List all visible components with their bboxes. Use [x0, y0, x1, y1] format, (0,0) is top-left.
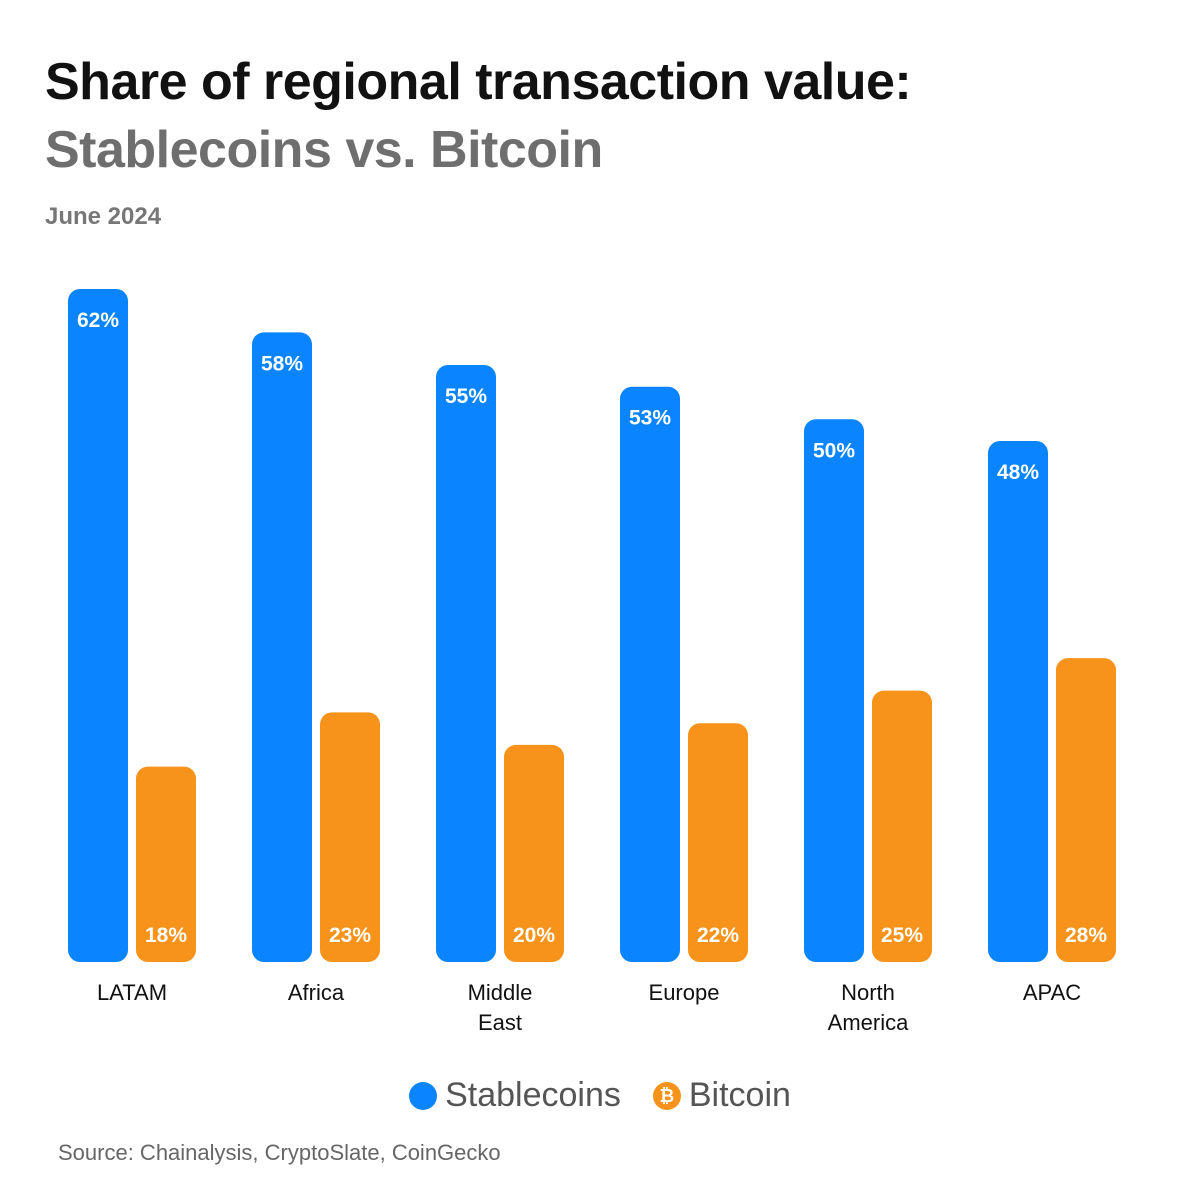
bar-label-bitcoin-4: 25%: [881, 924, 923, 947]
bar-label-stablecoins-3: 53%: [629, 407, 671, 430]
bar-label-bitcoin-5: 28%: [1065, 924, 1107, 947]
category-label-2: Middle East: [468, 980, 533, 1035]
bar-bitcoin-1: [320, 712, 380, 962]
source-note: Source: Chainalysis, CryptoSlate, CoinGe…: [58, 1140, 501, 1165]
bar-stablecoins-1: [252, 332, 312, 963]
legend-item-stablecoins: Stablecoins: [409, 1076, 621, 1115]
bar-bitcoin-5: [1056, 658, 1116, 962]
bar-stablecoins-5: [988, 440, 1048, 962]
bar-label-stablecoins-2: 55%: [445, 385, 487, 408]
chart-subtitle: Stablecoins vs. Bitcoin: [45, 121, 603, 179]
bar-bitcoin-3: [688, 723, 748, 962]
bar-bitcoin-4: [872, 690, 932, 962]
legend-item-bitcoin: ₿ Bitcoin: [652, 1076, 791, 1115]
bar-label-bitcoin-0: 18%: [145, 924, 187, 947]
category-label-5: APAC: [1023, 980, 1081, 1005]
bar-label-bitcoin-2: 20%: [513, 924, 555, 947]
bar-bitcoin-0: [136, 766, 196, 962]
category-label-0: LATAM: [97, 980, 167, 1005]
category-label-4: North America: [828, 980, 909, 1035]
bar-label-stablecoins-4: 50%: [813, 439, 855, 462]
category-label-3: Europe: [649, 980, 720, 1005]
bitcoin-icon: ₿: [652, 1081, 681, 1110]
bar-label-stablecoins-0: 62%: [77, 309, 119, 332]
bar-stablecoins-4: [804, 419, 864, 962]
bar-label-stablecoins-5: 48%: [997, 461, 1039, 484]
bitcoin-glyph: ₿: [659, 1085, 675, 1106]
bar-stablecoins-2: [436, 364, 496, 962]
legend-label-bitcoin: Bitcoin: [688, 1076, 791, 1114]
chart-legend: Stablecoins ₿ Bitcoin: [0, 1076, 1200, 1115]
bar-label-stablecoins-1: 58%: [261, 352, 303, 375]
chart-date: June 2024: [45, 203, 162, 230]
bar-label-bitcoin-1: 23%: [329, 924, 371, 947]
category-label-1: Africa: [288, 980, 345, 1005]
bar-bitcoin-2: [504, 744, 564, 962]
bar-label-bitcoin-3: 22%: [697, 924, 739, 947]
chart-title: Share of regional transaction value:: [45, 53, 912, 111]
stablecoins-swatch: [409, 1081, 438, 1110]
bar-stablecoins-3: [620, 386, 680, 962]
legend-label-stablecoins: Stablecoins: [445, 1076, 621, 1114]
bar-chart: 62% 18% LATAM 58% 23% Africa 55% 20% Middle East 5…: [68, 289, 1116, 1035]
bar-stablecoins-0: [68, 289, 128, 962]
